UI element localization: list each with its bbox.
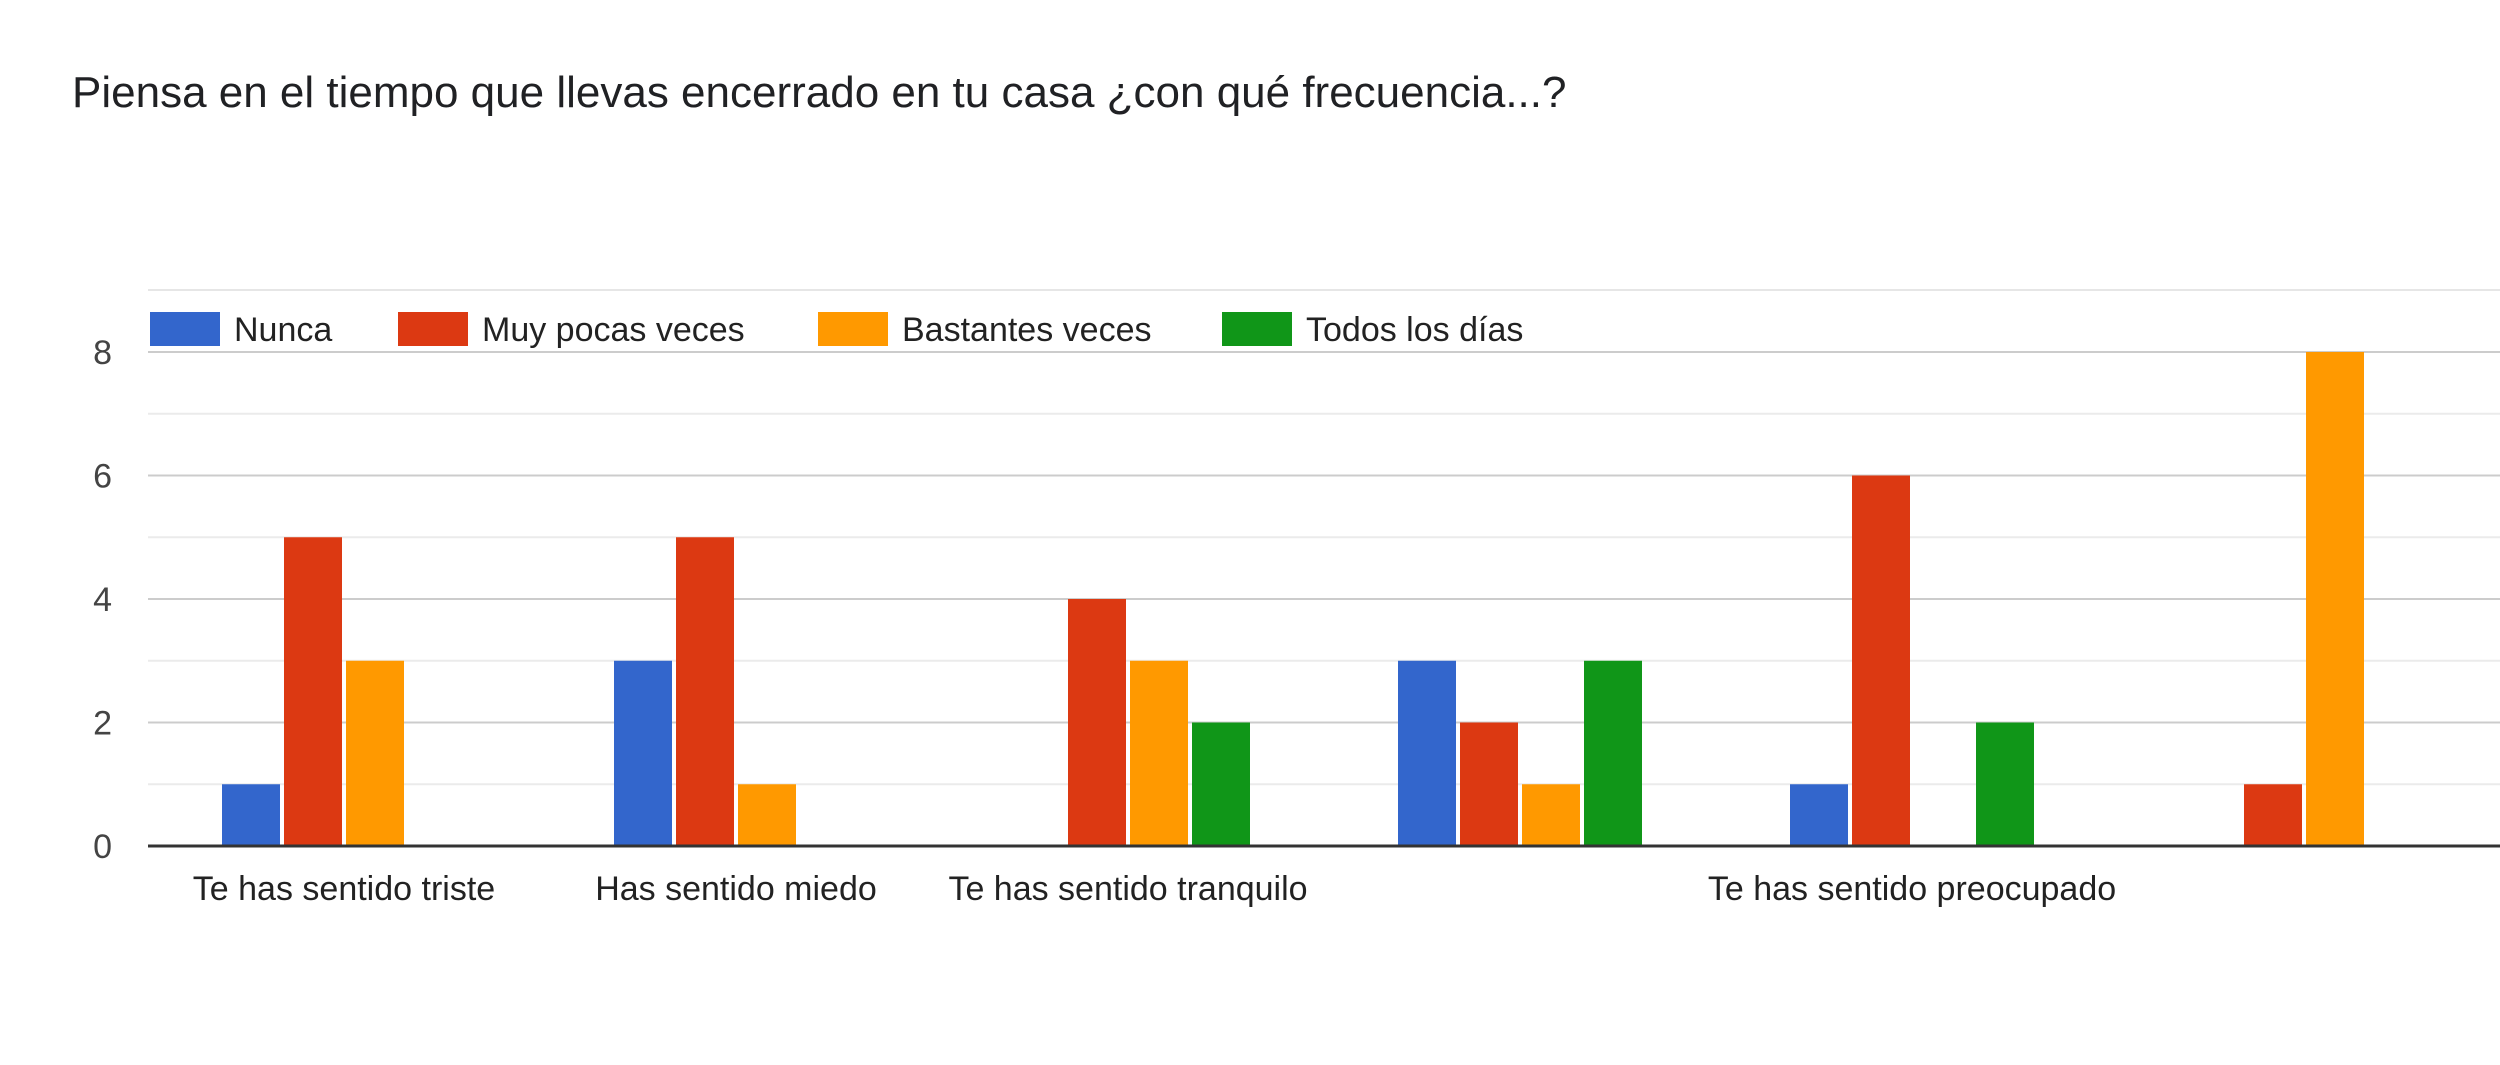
y-tick-label: 2 (93, 705, 112, 743)
bar-muy-pocas-veces-3 (1460, 722, 1518, 846)
bar-muy-pocas-veces-0 (284, 537, 342, 846)
legend-item: Bastantes veces (818, 311, 1151, 349)
bar-nunca-3 (1398, 660, 1456, 846)
axis-labels: 0 2 4 6 8 Te has sentido triste Has sentido mi… (93, 334, 2116, 908)
bar-todos-los-días-2 (1192, 722, 1250, 846)
bar-nunca-1 (614, 660, 672, 846)
x-category-label: Has sentido miedo (595, 870, 877, 908)
legend-label: Todos los días (1306, 311, 1523, 349)
y-tick-label: 6 (93, 458, 112, 496)
legend-item: Nunca (150, 311, 332, 349)
bar-nunca-0 (222, 784, 280, 846)
bar-bastantes-veces-3 (1522, 784, 1580, 846)
y-tick-label: 8 (93, 334, 112, 372)
bars (222, 352, 2364, 846)
bar-todos-los-días-4 (1976, 722, 2034, 846)
y-tick-label: 0 (93, 828, 112, 866)
bar-nunca-4 (1790, 784, 1848, 846)
bar-muy-pocas-veces-5 (2244, 784, 2302, 846)
legend-swatch (398, 312, 468, 346)
bar-muy-pocas-veces-4 (1852, 475, 1910, 846)
legend-swatch (818, 312, 888, 346)
legend-label: Muy pocas veces (482, 311, 745, 349)
bar-bastantes-veces-0 (346, 660, 404, 846)
bar-todos-los-días-3 (1584, 660, 1642, 846)
bar-muy-pocas-veces-1 (676, 537, 734, 846)
bar-bastantes-veces-5 (2306, 352, 2364, 846)
x-category-label: Te has sentido preocupado (1708, 870, 2116, 908)
x-category-label: Te has sentido triste (193, 870, 495, 908)
legend-item: Muy pocas veces (398, 311, 745, 349)
bar-muy-pocas-veces-2 (1068, 599, 1126, 846)
legend-swatch (1222, 312, 1292, 346)
legend-label: Bastantes veces (902, 311, 1151, 349)
legend-item: Todos los días (1222, 311, 1523, 349)
y-tick-label: 4 (93, 581, 112, 619)
legend-label: Nunca (234, 311, 332, 349)
bar-bastantes-veces-2 (1130, 660, 1188, 846)
grid-lines (148, 289, 2500, 786)
bar-bastantes-veces-1 (738, 784, 796, 846)
x-category-label: Te has sentido tranquilo (948, 870, 1307, 908)
legend: Nunca Muy pocas veces Bastantes veces Todos… (150, 311, 1523, 349)
legend-swatch (150, 312, 220, 346)
chart-title: Piensa en el tiempo que llevas encerrado… (72, 68, 1567, 117)
